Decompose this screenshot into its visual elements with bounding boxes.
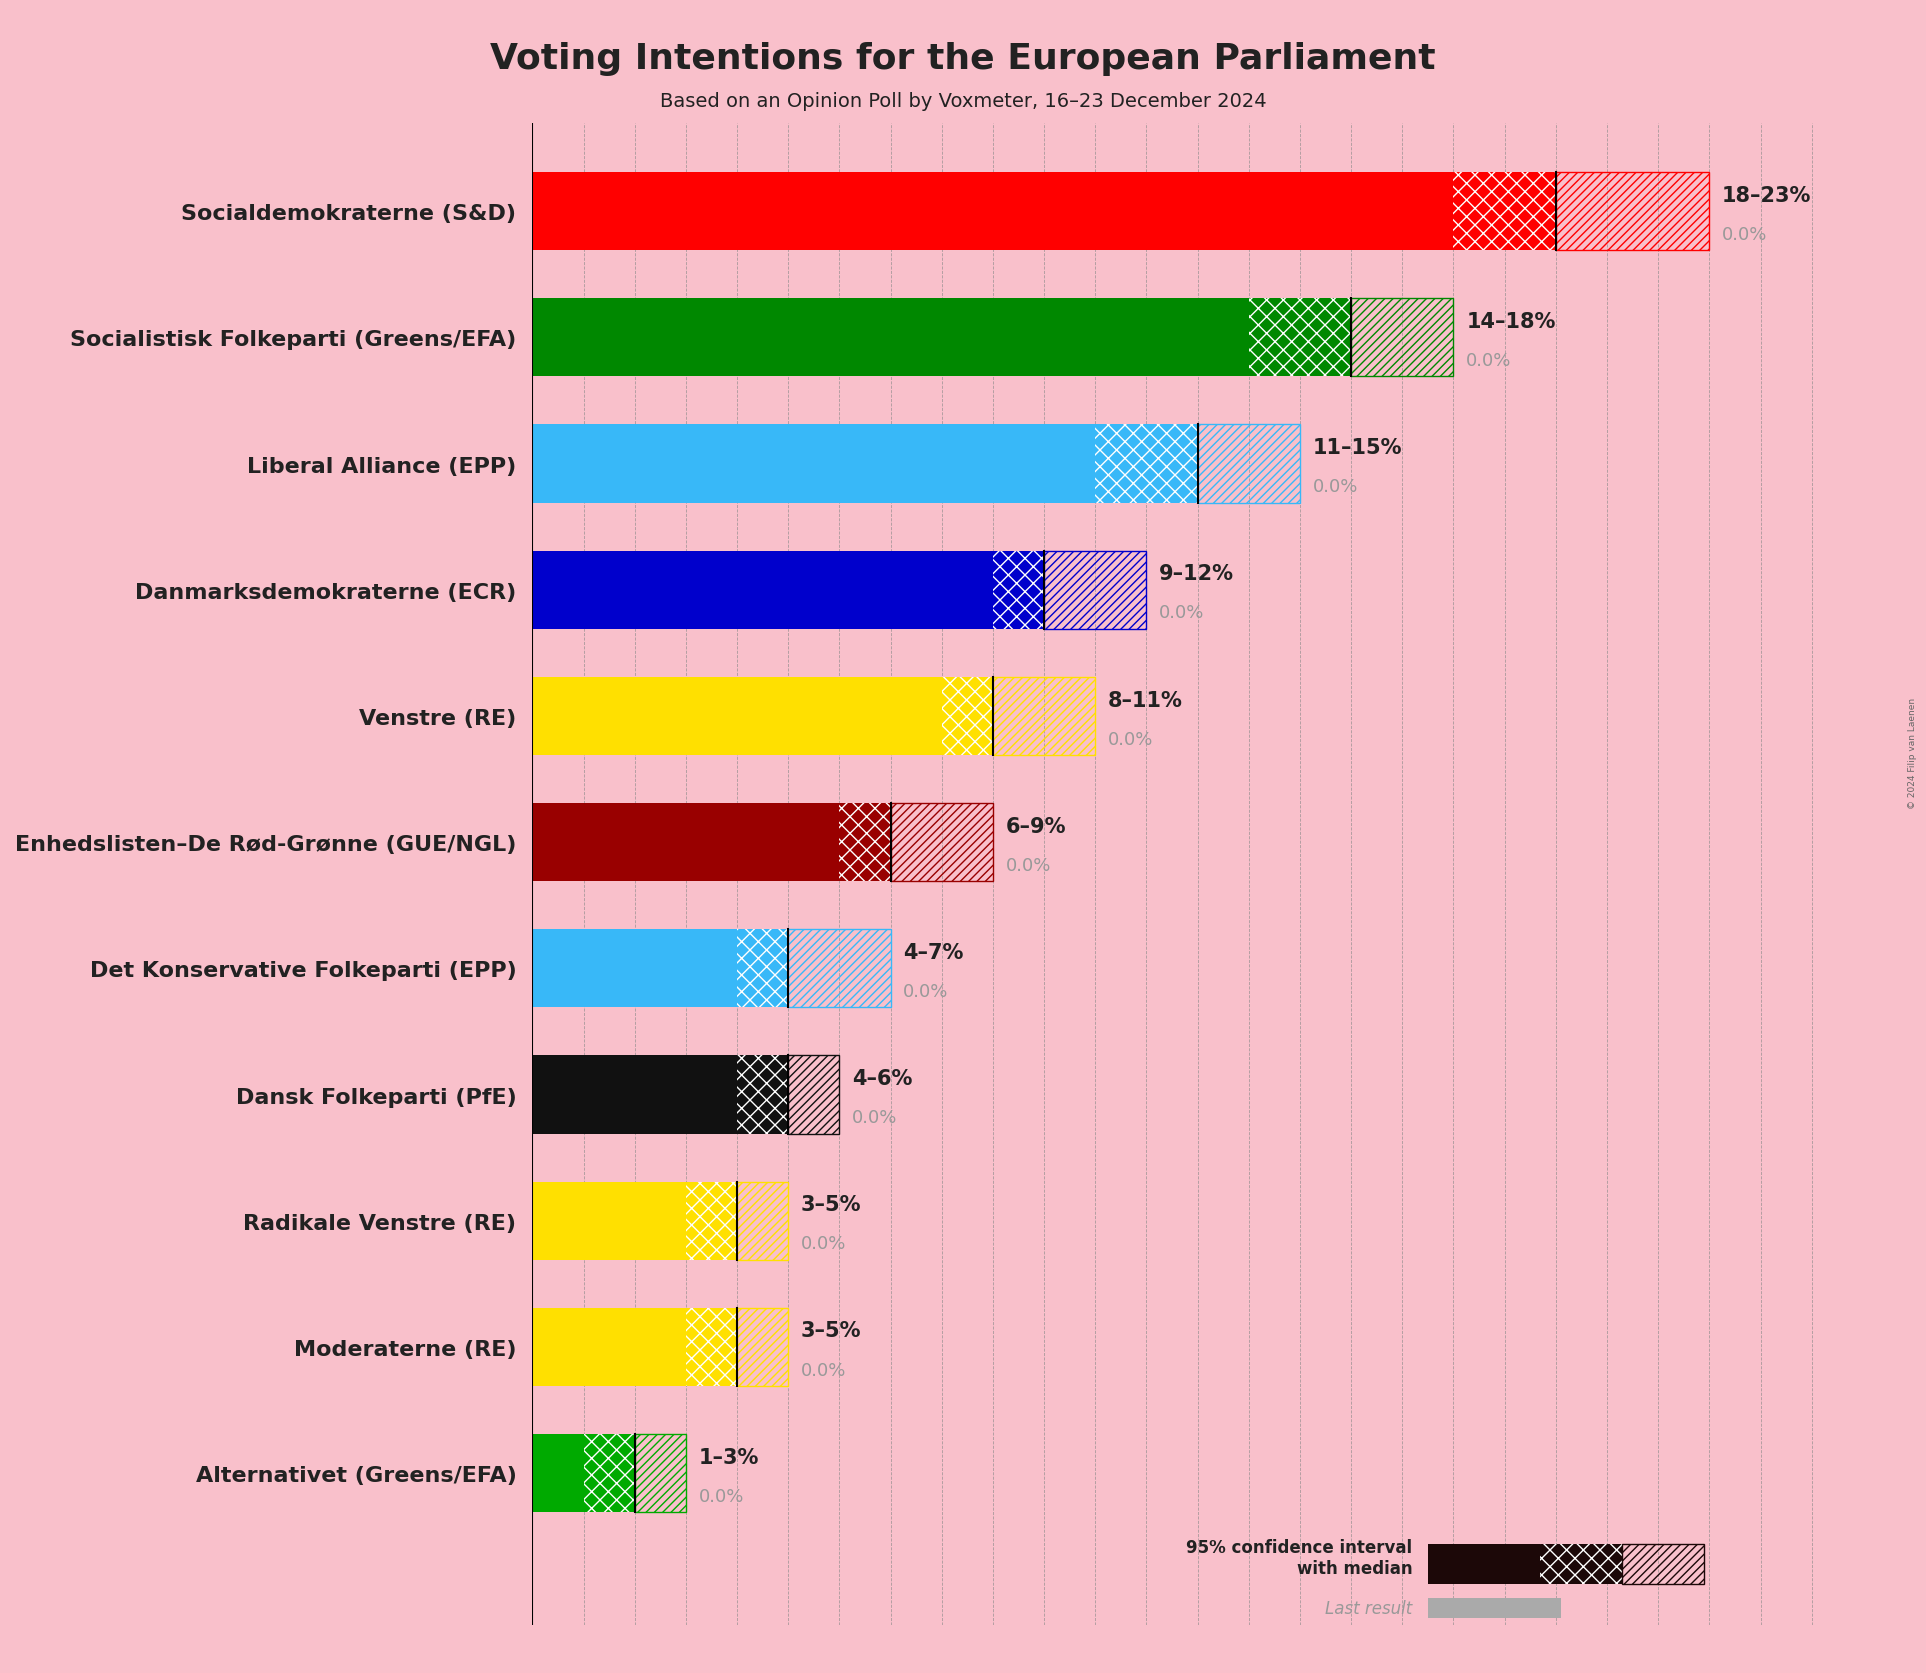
Bar — [532, 425, 1096, 504]
Bar — [738, 1181, 788, 1260]
Bar — [532, 1434, 584, 1512]
Text: Last result: Last result — [1325, 1599, 1412, 1618]
Bar — [738, 1056, 788, 1134]
Bar — [1622, 1544, 1705, 1584]
Text: 9–12%: 9–12% — [1159, 564, 1235, 584]
Bar — [1556, 172, 1710, 251]
Text: 14–18%: 14–18% — [1466, 311, 1556, 331]
Text: 0.0%: 0.0% — [1314, 478, 1358, 495]
Text: 0.0%: 0.0% — [1159, 604, 1204, 622]
Text: 4–6%: 4–6% — [851, 1069, 913, 1089]
Bar — [636, 1434, 686, 1512]
Bar — [1198, 425, 1300, 504]
Bar — [686, 1181, 738, 1260]
Bar — [788, 1056, 840, 1134]
Text: 95% confidence interval
with median: 95% confidence interval with median — [1186, 1537, 1412, 1578]
Text: 6–9%: 6–9% — [1005, 816, 1067, 836]
Text: 0.0%: 0.0% — [903, 982, 950, 1000]
Bar — [532, 678, 942, 756]
Text: 11–15%: 11–15% — [1314, 438, 1402, 458]
Bar — [532, 1308, 686, 1387]
Bar — [1096, 425, 1198, 504]
Text: 0.0%: 0.0% — [851, 1109, 898, 1126]
Bar — [1454, 172, 1556, 251]
Bar — [532, 172, 1454, 251]
Text: 8–11%: 8–11% — [1107, 689, 1183, 709]
Text: 0.0%: 0.0% — [1107, 729, 1154, 748]
Bar — [942, 678, 994, 756]
Bar — [532, 299, 1248, 376]
Text: 3–5%: 3–5% — [801, 1320, 861, 1340]
Text: 0.0%: 0.0% — [699, 1487, 743, 1506]
Bar — [788, 930, 890, 1007]
Bar — [994, 552, 1044, 629]
Text: 0.0%: 0.0% — [1466, 351, 1512, 370]
Bar — [584, 1434, 636, 1512]
Bar — [1541, 1544, 1622, 1584]
Text: 4–7%: 4–7% — [903, 942, 963, 962]
Text: 18–23%: 18–23% — [1722, 186, 1812, 206]
Bar — [532, 1181, 686, 1260]
Bar — [532, 1056, 738, 1134]
Text: Voting Intentions for the European Parliament: Voting Intentions for the European Parli… — [491, 42, 1435, 75]
Bar — [738, 1308, 788, 1387]
Text: 0.0%: 0.0% — [1722, 226, 1768, 244]
Bar — [840, 803, 890, 882]
Text: 0.0%: 0.0% — [801, 1235, 846, 1253]
Text: © 2024 Filip van Laenen: © 2024 Filip van Laenen — [1909, 698, 1916, 808]
Bar — [532, 930, 738, 1007]
Bar — [686, 1308, 738, 1387]
Bar — [890, 803, 994, 882]
Bar — [532, 803, 840, 882]
Text: Based on an Opinion Poll by Voxmeter, 16–23 December 2024: Based on an Opinion Poll by Voxmeter, 16… — [661, 92, 1265, 110]
Bar — [1427, 1544, 1541, 1584]
Bar — [1427, 1598, 1560, 1618]
Bar — [1044, 552, 1146, 629]
Bar — [1248, 299, 1352, 376]
Text: 0.0%: 0.0% — [801, 1360, 846, 1379]
Text: 1–3%: 1–3% — [699, 1447, 759, 1467]
Text: 0.0%: 0.0% — [1005, 857, 1052, 875]
Text: 3–5%: 3–5% — [801, 1195, 861, 1215]
Bar — [994, 678, 1096, 756]
Bar — [738, 930, 788, 1007]
Bar — [1352, 299, 1454, 376]
Bar — [532, 552, 994, 629]
